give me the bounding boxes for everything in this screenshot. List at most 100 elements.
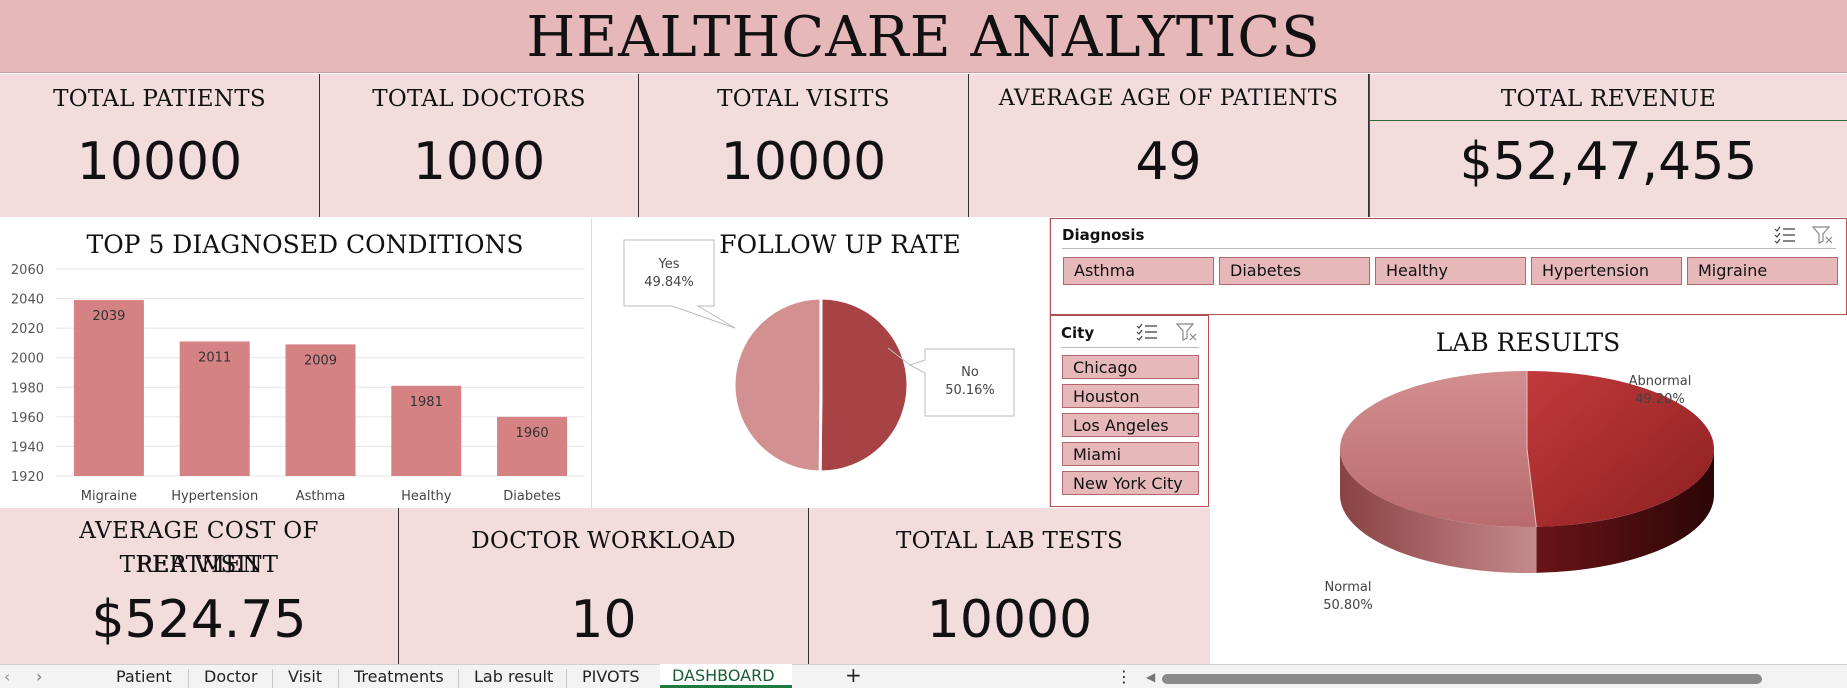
clear-filter-icon[interactable] — [1175, 321, 1199, 343]
chart-title: LAB RESULTS — [1436, 328, 1621, 357]
kpi-label: TOTAL VISITS — [717, 86, 890, 112]
callout-label: No — [961, 365, 979, 380]
callout-value: 50.16% — [945, 383, 995, 398]
y-tick-label: 1940 — [11, 440, 44, 455]
sheet-tab-doctor[interactable]: Doctor — [204, 667, 258, 686]
slicer-divider — [1061, 347, 1199, 348]
pie-slice — [732, 296, 823, 474]
prev-sheet-icon[interactable]: ‹ — [4, 667, 11, 686]
top-diagnoses-chart-panel[interactable]: TOP 5 DIAGNOSED CONDITIONS 2060 2040 2020 20… — [0, 218, 592, 508]
kpi-label: TOTAL DOCTORS — [372, 86, 586, 112]
kpi-value: 49 — [1135, 132, 1202, 192]
slice-label: Abnormal — [1629, 374, 1692, 389]
city-slicer: City Chicago Houston Los Angeles Miami N… — [1050, 315, 1209, 507]
bar — [179, 341, 250, 476]
slicer-item-houston[interactable]: Houston — [1062, 384, 1199, 408]
data-label: 2009 — [304, 353, 337, 368]
diagnosis-slicer: Diagnosis Asthma Diabetes Healthy Hypert… — [1050, 218, 1847, 315]
x-tick-label: Hypertension — [171, 489, 258, 504]
sheet-tab-dashboard-active[interactable]: DASHBOARD — [660, 664, 792, 688]
slicer-item-chicago[interactable]: Chicago — [1062, 355, 1199, 379]
bar — [73, 300, 144, 476]
slicer-item-hypertension[interactable]: Hypertension — [1531, 257, 1682, 285]
sheet-tab-pivots[interactable]: PIVOTS — [582, 667, 640, 686]
slice-value: 49.20% — [1635, 392, 1685, 407]
slice-value: 50.80% — [1323, 598, 1373, 613]
kpi-total-patients: TOTAL PATIENTS 10000 — [0, 74, 320, 217]
follow-up-pie-chart: FOLLOW UP RATE Yes 49.84% No 50.16% — [623, 230, 1015, 474]
pie-slice — [1527, 371, 1715, 527]
sheet-tab-visit[interactable]: Visit — [288, 667, 323, 686]
sheet-tab-lab-result[interactable]: Lab result — [474, 667, 554, 686]
y-tick-label: 2000 — [11, 352, 44, 367]
lab-results-chart-panel[interactable]: LAB RESULTS Abnormal 49.20% Normal 50.80% — [1210, 315, 1847, 664]
slicer-item-healthy[interactable]: Healthy — [1375, 257, 1526, 285]
callout-box — [623, 239, 736, 329]
more-options-icon[interactable]: ⋮ — [1116, 667, 1132, 686]
sheet-tab-dashboard-label: DASHBOARD — [672, 666, 775, 685]
kpi-value: 10 — [570, 590, 637, 650]
bar-chart: TOP 5 DIAGNOSED CONDITIONS 2060 2040 2020 20… — [11, 230, 585, 504]
kpi-label: TOTAL LAB TESTS — [895, 528, 1124, 554]
pie-side — [1536, 449, 1714, 573]
title-banner: HEALTHCARE ANALYTICS — [0, 0, 1847, 73]
kpi-label: TOTAL PATIENTS — [53, 86, 266, 112]
y-tick-label: 1980 — [11, 381, 44, 396]
tab-divider — [188, 669, 189, 688]
slicer-item-diabetes[interactable]: Diabetes — [1219, 257, 1370, 285]
bar — [497, 416, 568, 476]
multi-select-icon[interactable] — [1773, 225, 1797, 245]
kpi-average-cost: AVERAGE COST OF TREATMENT PER VISIT $524… — [0, 508, 399, 664]
slicer-item-new-york-city[interactable]: New York City — [1062, 471, 1199, 495]
slicer-divider — [1062, 248, 1836, 249]
callout-value: 49.84% — [644, 275, 694, 290]
x-tick-label: Asthma — [296, 489, 346, 504]
pie-slice — [818, 296, 910, 474]
kpi-average-age: AVERAGE AGE OF PATIENTS 49 — [969, 74, 1369, 217]
kpi-total-lab-tests: TOTAL LAB TESTS 10000 — [809, 508, 1210, 664]
y-tick-label: 2020 — [11, 322, 44, 337]
slicer-item-asthma[interactable]: Asthma — [1063, 257, 1214, 285]
callout-label: Yes — [658, 257, 680, 272]
kpi-value: $52,47,455 — [1459, 132, 1758, 192]
kpi-label-line2: PER VISIT — [136, 552, 262, 578]
multi-select-icon[interactable] — [1135, 322, 1159, 342]
slicer-item-los-angeles[interactable]: Los Angeles — [1062, 413, 1199, 437]
tab-divider — [566, 669, 567, 688]
tab-divider — [458, 669, 459, 688]
data-label: 1981 — [410, 395, 443, 410]
slice-edge — [1526, 448, 1537, 527]
bar — [285, 344, 356, 476]
chart-title: FOLLOW UP RATE — [719, 230, 960, 259]
kpi-doctor-workload: DOCTOR WORKLOAD 10 — [399, 508, 809, 664]
sheet-tab-patient[interactable]: Patient — [116, 667, 172, 686]
callout-leader — [887, 347, 911, 366]
slicer-title: Diagnosis — [1062, 226, 1145, 244]
kpi-label-line1: AVERAGE COST OF TREATMENT — [79, 518, 319, 578]
x-tick-label: Migraine — [81, 489, 137, 504]
data-label: 1960 — [516, 426, 549, 441]
follow-up-chart-panel[interactable]: FOLLOW UP RATE Yes 49.84% No 50.16% — [592, 218, 1050, 508]
sheet-tab-treatments[interactable]: Treatments — [354, 667, 444, 686]
x-tick-label: Healthy — [401, 489, 452, 504]
slice-label: Normal — [1324, 580, 1371, 595]
kpi-value: $524.75 — [91, 590, 307, 650]
horizontal-scrollbar-thumb[interactable] — [1162, 674, 1762, 684]
clear-filter-icon[interactable] — [1811, 224, 1835, 246]
kpi-total-revenue: TOTAL REVENUE $52,47,455 — [1369, 74, 1847, 217]
callout-box — [908, 348, 1015, 417]
kpi-total-doctors: TOTAL DOCTORS 1000 — [320, 74, 639, 217]
pie-side — [1340, 449, 1537, 573]
slicer-item-miami[interactable]: Miami — [1062, 442, 1199, 466]
slicer-item-migraine[interactable]: Migraine — [1687, 257, 1838, 285]
y-tick-label: 2040 — [11, 293, 44, 308]
next-sheet-icon[interactable]: › — [36, 667, 43, 686]
data-label: 2039 — [92, 309, 125, 324]
kpi-label: AVERAGE AGE OF PATIENTS — [998, 86, 1339, 111]
add-sheet-button[interactable]: + — [845, 663, 862, 687]
kpi-value: 1000 — [412, 132, 546, 192]
bar — [391, 385, 462, 476]
pie-slice — [1340, 371, 1537, 527]
chart-title: TOP 5 DIAGNOSED CONDITIONS — [87, 230, 524, 259]
scroll-left-icon[interactable]: ◀ — [1146, 670, 1156, 684]
